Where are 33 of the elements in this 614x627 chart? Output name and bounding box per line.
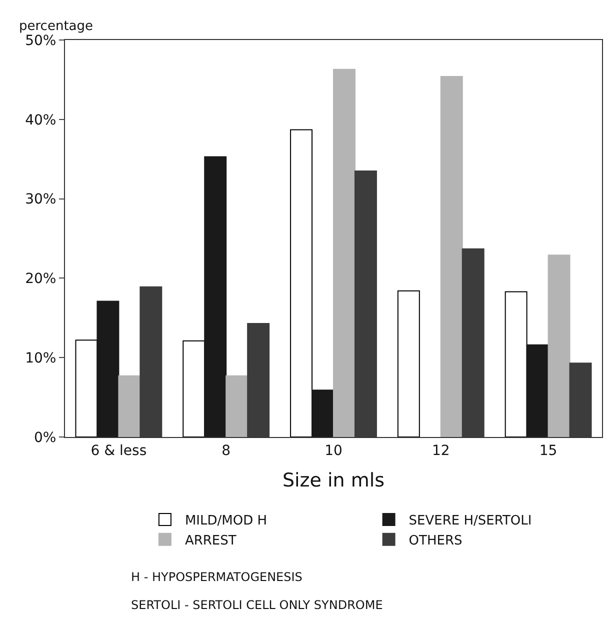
legend-label: MILD/MOD H [184, 514, 268, 529]
y-tick-label: 50% [25, 32, 56, 49]
bar [504, 291, 528, 437]
bar [440, 76, 463, 437]
y-tick-label: 20% [25, 271, 56, 288]
legend-label: ARREST [184, 533, 236, 548]
y-tick-label: 10% [25, 350, 56, 366]
y-axis-title: percentage [19, 19, 94, 34]
x-tick-label: 8 [222, 442, 231, 459]
y-tick-label: 30% [25, 192, 56, 208]
bar [182, 340, 206, 437]
x-axis-title: Size in mls [282, 470, 385, 492]
text: SERTOLI - SERTOLI CELL ONLY SYNDROME [131, 598, 383, 612]
bar [226, 375, 248, 437]
x-tick-label: 6 & less [90, 442, 147, 459]
bar [548, 254, 570, 437]
y-tick-label: 0% [34, 430, 56, 446]
text: H - HYPOSPERMATOGENESIS [131, 570, 302, 584]
bar [118, 375, 141, 437]
x-tick-label: 10 [324, 442, 342, 459]
bar [204, 156, 227, 437]
bar [333, 68, 356, 437]
bar [526, 344, 549, 437]
bar [75, 340, 98, 437]
bar [312, 390, 334, 437]
bar [290, 129, 313, 437]
y-tick-label: 40% [25, 112, 56, 128]
legend-label: OTHERS [408, 533, 462, 548]
x-tick-label: 12 [432, 442, 450, 459]
bar [96, 300, 120, 437]
legend-label: SEVERE H/SERTOLI [408, 514, 532, 529]
x-tick-label: 15 [539, 442, 558, 459]
bar [397, 290, 420, 437]
